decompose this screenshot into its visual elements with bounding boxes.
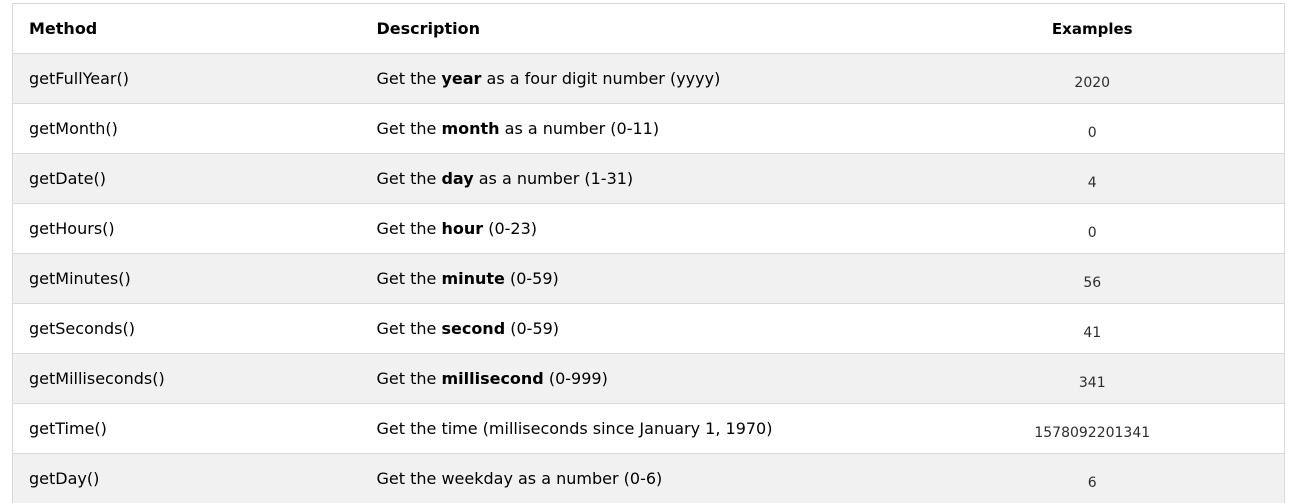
example-cell: 6 [900, 453, 1285, 503]
method-cell: getTime() [12, 403, 361, 454]
description-cell: Get the time (milliseconds since January… [360, 403, 901, 454]
description-text: as a four digit number (yyyy) [481, 69, 721, 88]
description-text: (0-23) [483, 219, 538, 238]
description-text: (0-59) [505, 319, 560, 338]
description-bold-text: second [441, 319, 506, 338]
example-value: 4 [1087, 174, 1097, 191]
example-value: 0 [1087, 224, 1097, 241]
description-cell: Get the weekday as a number (0-6) [360, 453, 901, 503]
table-row: getFullYear() Get the year as a four dig… [12, 53, 1285, 104]
description-text: Get the [376, 169, 442, 188]
method-cell: getFullYear() [12, 53, 361, 104]
description-text: Get the weekday as a number (0-6) [376, 469, 663, 488]
table-row: getHours() Get the hour (0-23) 0 [12, 203, 1285, 254]
date-methods-table: Method Description Examples getFullYear(… [12, 3, 1285, 503]
example-value: 0 [1087, 124, 1097, 141]
description-cell: Get the hour (0-23) [360, 203, 901, 254]
method-cell: getMinutes() [12, 253, 361, 304]
column-header-method: Method [12, 3, 361, 54]
description-text: as a number (0-11) [499, 119, 660, 138]
description-text: Get the [376, 119, 442, 138]
description-text: Get the [376, 269, 442, 288]
description-bold-text: hour [441, 219, 484, 238]
description-bold-text: month [441, 119, 500, 138]
description-bold-text: millisecond [441, 369, 544, 388]
description-text: (0-59) [504, 269, 559, 288]
method-cell: getDate() [12, 153, 361, 204]
description-text: (0-999) [543, 369, 608, 388]
description-text: Get the time (milliseconds since January… [376, 419, 773, 438]
example-value: 41 [1083, 324, 1102, 341]
description-bold-text: year [441, 69, 482, 88]
description-cell: Get the year as a four digit number (yyy… [360, 53, 901, 104]
example-cell: 341 [900, 353, 1285, 404]
example-cell: 4 [900, 153, 1285, 204]
table-row: getTime() Get the time (milliseconds sin… [12, 403, 1285, 454]
example-cell: 41 [900, 303, 1285, 354]
example-value: 56 [1083, 274, 1102, 291]
header-row: Method Description Examples [12, 3, 1285, 54]
example-cell: 56 [900, 253, 1285, 304]
example-cell: 1578092201341 [900, 403, 1285, 454]
description-text: Get the [376, 69, 442, 88]
description-text: Get the [376, 369, 442, 388]
column-header-description: Description [360, 3, 901, 54]
table-row: getMonth() Get the month as a number (0-… [12, 103, 1285, 154]
description-cell: Get the minute (0-59) [360, 253, 901, 304]
description-text: Get the [376, 219, 442, 238]
example-cell: 0 [900, 203, 1285, 254]
table-row: getMinutes() Get the minute (0-59) 56 [12, 253, 1285, 304]
method-cell: getDay() [12, 453, 361, 503]
description-cell: Get the day as a number (1-31) [360, 153, 901, 204]
example-cell: 2020 [900, 53, 1285, 104]
description-bold-text: day [441, 169, 474, 188]
table-row: getDay() Get the weekday as a number (0-… [12, 453, 1285, 503]
example-value: 341 [1078, 374, 1106, 391]
table-row: getMilliseconds() Get the millisecond (0… [12, 353, 1285, 404]
description-bold-text: minute [441, 269, 505, 288]
method-cell: getMilliseconds() [12, 353, 361, 404]
description-cell: Get the millisecond (0-999) [360, 353, 901, 404]
example-value: 2020 [1074, 74, 1111, 91]
method-cell: getSeconds() [12, 303, 361, 354]
example-value: 6 [1087, 474, 1097, 491]
description-text: as a number (1-31) [473, 169, 634, 188]
example-cell: 0 [900, 103, 1285, 154]
table-row: getDate() Get the day as a number (1-31)… [12, 153, 1285, 204]
description-text: Get the [376, 319, 442, 338]
method-cell: getHours() [12, 203, 361, 254]
method-cell: getMonth() [12, 103, 361, 154]
description-cell: Get the month as a number (0-11) [360, 103, 901, 154]
description-cell: Get the second (0-59) [360, 303, 901, 354]
table-row: getSeconds() Get the second (0-59) 41 [12, 303, 1285, 354]
example-value: 1578092201341 [1034, 424, 1151, 441]
column-header-examples: Examples [900, 3, 1285, 54]
